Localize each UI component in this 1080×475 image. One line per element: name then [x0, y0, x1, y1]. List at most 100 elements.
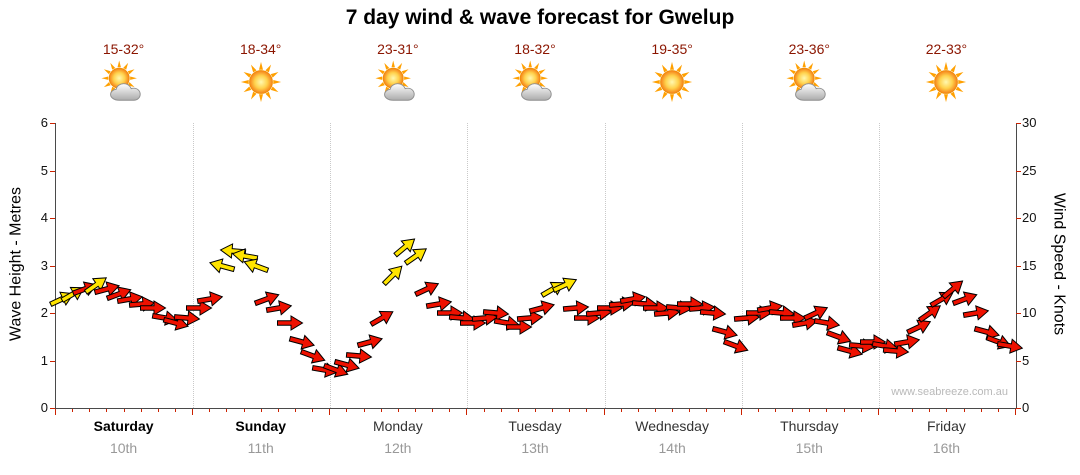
- wind-arrow: [505, 319, 533, 336]
- wind-arrow: [721, 334, 752, 358]
- axis-tick: [50, 313, 55, 314]
- axis-tick: [861, 409, 862, 412]
- temperature-range: 18-32°: [514, 41, 556, 57]
- wave-height-tick-label: 2: [40, 305, 48, 320]
- wind-arrow: [813, 312, 842, 332]
- axis-tick: [946, 409, 947, 412]
- axis-tick: [552, 409, 553, 412]
- axis-tick: [449, 409, 450, 412]
- axis-tick: [50, 171, 55, 172]
- axis-tick: [706, 409, 707, 412]
- day-separator: [878, 123, 880, 408]
- sun-cloud-icon: [101, 60, 141, 101]
- wind-speed-tick-label: 15: [1022, 257, 1037, 273]
- wind-speed-tick-label: 25: [1022, 162, 1037, 178]
- wind-arrow: [196, 289, 225, 309]
- day-header-sunday: 18-34°: [192, 40, 329, 111]
- wind-arrow: [527, 297, 557, 319]
- axis-tick: [809, 409, 810, 412]
- plot-area: www.seabreeze.com.au: [48, 123, 1024, 409]
- temperature-range: 19-35°: [651, 41, 693, 57]
- day-date: 15th: [795, 440, 823, 456]
- temperature-range: 15-32°: [102, 41, 145, 57]
- axis-tick: [329, 409, 330, 415]
- axis-tick: [124, 409, 125, 412]
- axis-tick: [432, 409, 433, 412]
- axis-tick: [381, 409, 382, 412]
- wind-speed-tick-label: 0: [1022, 400, 1030, 415]
- axis-tick: [518, 409, 519, 412]
- axis-tick: [106, 409, 107, 412]
- axis-tick: [758, 409, 759, 412]
- day-date: 11th: [247, 440, 274, 456]
- axis-tick: [569, 409, 570, 412]
- temperature-range: 18-34°: [240, 41, 282, 57]
- wind-arrow: [915, 299, 946, 328]
- wind-arrow: [961, 303, 990, 323]
- wave-height-tick-label: 5: [40, 162, 48, 178]
- axis-tick: [998, 409, 999, 412]
- axis-tick: [604, 409, 605, 415]
- wind-arrow: [287, 330, 317, 352]
- axis-tick: [689, 409, 690, 412]
- day-header-friday: 22-33°: [878, 40, 1015, 111]
- axis-tick: [50, 361, 55, 362]
- day-name-wednesday: Wednesday: [635, 418, 709, 434]
- axis-tick: [175, 409, 176, 412]
- axis-tick: [981, 409, 982, 412]
- axis-tick: [1016, 218, 1021, 219]
- axis-tick: [792, 409, 793, 412]
- axis-tick: [346, 409, 347, 412]
- sun-icon: [240, 61, 281, 103]
- axis-tick: [50, 123, 55, 124]
- axis-tick: [55, 409, 56, 415]
- axis-tick: [501, 409, 502, 412]
- left-axis-title: Wave Height - Metres: [7, 186, 25, 342]
- day-header-saturday: 15-32°: [55, 40, 192, 111]
- axis-tick: [775, 409, 776, 412]
- wind-arrow: [823, 325, 854, 349]
- day-date: 16th: [932, 440, 961, 456]
- day-date: 14th: [658, 440, 686, 456]
- axis-tick: [1016, 266, 1021, 267]
- axis-tick: [724, 409, 725, 412]
- axis-tick: [261, 409, 262, 412]
- wind-arrow: [230, 246, 259, 266]
- axis-tick: [398, 409, 399, 412]
- axis-tick: [364, 409, 365, 412]
- axis-tick: [912, 409, 913, 412]
- axis-tick: [964, 409, 965, 412]
- axis-tick: [1015, 409, 1016, 415]
- axis-tick: [672, 409, 673, 412]
- wind-arrow: [699, 304, 727, 322]
- wind-arrow: [140, 300, 167, 317]
- day-separator: [467, 123, 469, 408]
- day-separator: [604, 123, 606, 408]
- sun-cloud-icon: [786, 60, 826, 101]
- temperature-range: 23-31°: [377, 41, 419, 57]
- axis-tick: [89, 409, 90, 412]
- axis-tick: [312, 409, 313, 412]
- axis-tick: [1016, 171, 1021, 172]
- axis-tick: [415, 409, 416, 412]
- day-name-thursday: Thursday: [780, 418, 839, 434]
- wind-arrow: [298, 344, 329, 368]
- axis-tick: [586, 409, 587, 412]
- wind-arrow: [709, 321, 739, 343]
- wind-arrow: [800, 300, 831, 326]
- day-separator: [193, 123, 195, 408]
- day-name-friday: Friday: [926, 418, 966, 434]
- sun-icon: [652, 61, 693, 103]
- sun-cloud-icon: [375, 60, 415, 101]
- axis-tick: [209, 409, 210, 412]
- wind-arrow: [482, 304, 510, 322]
- wind-arrow: [389, 232, 420, 262]
- wind-arrow: [207, 254, 237, 276]
- sun-cloud-icon: [512, 60, 552, 101]
- wind-arrow: [996, 336, 1025, 356]
- axis-tick: [295, 409, 296, 412]
- right-axis-title: Wind Speed - Knots: [1050, 192, 1068, 336]
- day-header-wednesday: 19-35°: [604, 40, 741, 111]
- wave-height-tick-label: 4: [40, 210, 48, 225]
